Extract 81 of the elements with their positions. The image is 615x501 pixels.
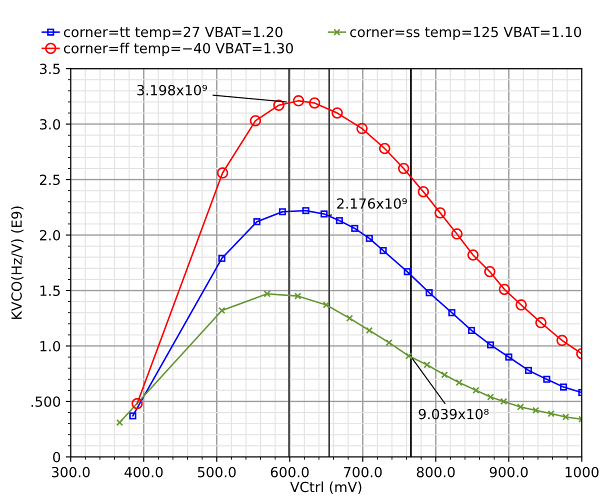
point bbox=[278, 208, 286, 216]
point bbox=[404, 268, 411, 276]
point bbox=[486, 393, 494, 401]
point bbox=[472, 386, 480, 394]
x-tick-label: 900.0 bbox=[490, 466, 528, 478]
annotation: 3.198x10⁹ bbox=[137, 84, 207, 96]
x-tick-label: 800.0 bbox=[416, 466, 455, 478]
point bbox=[562, 413, 570, 421]
x-tick-label: 700.0 bbox=[344, 466, 382, 478]
point bbox=[535, 317, 547, 328]
x-tick-label: 1000 bbox=[566, 466, 599, 478]
point bbox=[292, 95, 304, 106]
x-tick-label: 500.0 bbox=[198, 466, 236, 478]
point bbox=[398, 162, 410, 174]
point bbox=[116, 418, 124, 426]
point bbox=[440, 371, 448, 378]
annotation: 9.039x10⁸ bbox=[418, 408, 489, 420]
point bbox=[264, 290, 271, 298]
x-tick-label: 300.0 bbox=[52, 466, 90, 478]
point bbox=[426, 289, 433, 296]
point bbox=[543, 376, 550, 383]
point bbox=[294, 292, 302, 300]
y-tick-label: 0 bbox=[53, 452, 60, 462]
point bbox=[336, 217, 343, 224]
point bbox=[380, 247, 387, 254]
annotation: 2.176x10⁹ bbox=[337, 198, 407, 209]
point bbox=[548, 410, 555, 418]
point bbox=[129, 412, 136, 420]
y-tick-label: 3.0 bbox=[40, 119, 60, 130]
point bbox=[250, 115, 262, 126]
point bbox=[423, 361, 431, 368]
legend-label: corner=ss temp=125 VBAT=1.10 bbox=[350, 26, 582, 40]
point bbox=[405, 352, 412, 360]
x-tick-label: 400.0 bbox=[124, 466, 163, 478]
point bbox=[273, 100, 284, 111]
point bbox=[218, 254, 226, 262]
point bbox=[351, 224, 358, 232]
point bbox=[253, 218, 260, 226]
y-tick-label: 3.5 bbox=[40, 64, 60, 74]
point bbox=[556, 334, 568, 346]
point bbox=[302, 207, 310, 214]
point bbox=[434, 207, 446, 218]
point bbox=[346, 314, 354, 322]
x-axis-title: VCtrl (mV) bbox=[290, 481, 362, 494]
point bbox=[486, 341, 494, 348]
point bbox=[532, 406, 540, 414]
point bbox=[308, 97, 320, 109]
y-axis-title: KVCO(Hz/V) (E9) bbox=[11, 206, 24, 319]
x-tick-label: 600.0 bbox=[270, 466, 309, 478]
point bbox=[386, 339, 393, 346]
point bbox=[516, 299, 527, 311]
point bbox=[524, 366, 532, 374]
point bbox=[322, 301, 330, 308]
point bbox=[451, 228, 463, 240]
point bbox=[320, 210, 328, 218]
y-tick-label: 1.5 bbox=[40, 286, 60, 296]
y-tick-label: .500 bbox=[32, 396, 60, 407]
point bbox=[505, 354, 512, 361]
point bbox=[379, 142, 390, 154]
point bbox=[484, 266, 496, 278]
y-tick-label: 2.0 bbox=[40, 230, 60, 241]
point bbox=[366, 234, 373, 242]
point bbox=[498, 284, 510, 296]
point bbox=[216, 167, 228, 179]
point bbox=[132, 398, 143, 410]
point bbox=[456, 379, 463, 386]
point bbox=[560, 383, 568, 391]
point bbox=[356, 122, 368, 134]
point bbox=[332, 107, 343, 119]
point bbox=[467, 249, 479, 261]
point bbox=[468, 326, 476, 334]
y-tick-label: 2.5 bbox=[40, 174, 60, 186]
point bbox=[448, 309, 456, 316]
point bbox=[218, 306, 226, 314]
point bbox=[500, 398, 508, 405]
point bbox=[516, 403, 524, 411]
y-tick-label: 1.0 bbox=[40, 340, 60, 352]
point bbox=[366, 326, 373, 334]
point bbox=[418, 186, 429, 198]
legend-label: corner=tt temp=27 VBAT=1.20 bbox=[64, 26, 282, 40]
legend-label: corner=ff temp=−40 VBAT=1.30 bbox=[64, 42, 293, 56]
